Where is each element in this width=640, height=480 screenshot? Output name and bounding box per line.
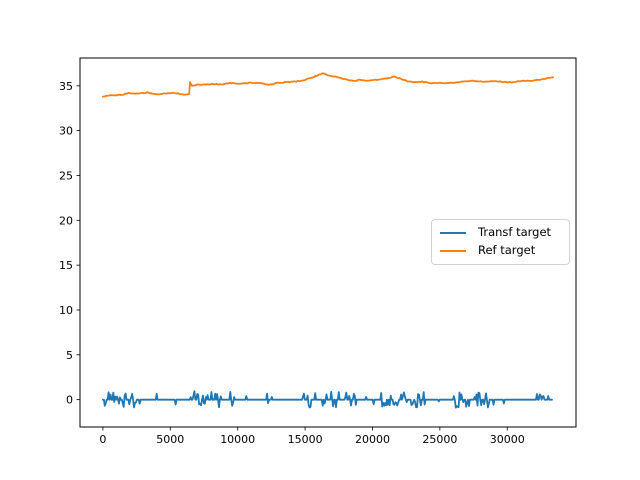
legend-line-sample-transf [440,232,466,234]
x-tick-label: 30000 [490,433,525,446]
y-tick-label: 0 [66,394,73,407]
y-tick-label: 10 [59,304,73,317]
y-tick-label: 5 [66,349,73,362]
x-tick-label: 0 [99,433,106,446]
x-tick-label: 5000 [156,433,184,446]
legend-label-ref: Ref target [478,243,536,258]
legend: Transf target Ref target [431,219,570,265]
y-tick-label: 20 [59,214,73,227]
y-tick-label: 15 [59,259,73,272]
legend-line-sample-ref [440,250,466,252]
series-line-transf-target [102,390,553,409]
x-tick-label: 20000 [355,433,390,446]
y-tick-label: 35 [59,80,73,93]
y-tick-label: 25 [59,169,73,182]
series-line-ref-target [102,72,554,98]
legend-item-ref-target: Ref target [440,245,561,257]
x-tick-label: 25000 [422,433,457,446]
x-tick-label: 15000 [288,433,323,446]
legend-label-transf: Transf target [478,225,552,240]
legend-item-transf-target: Transf target [440,227,561,239]
x-tick-label: 10000 [220,433,255,446]
plot-frame [79,57,577,428]
y-tick-label: 30 [59,125,73,138]
